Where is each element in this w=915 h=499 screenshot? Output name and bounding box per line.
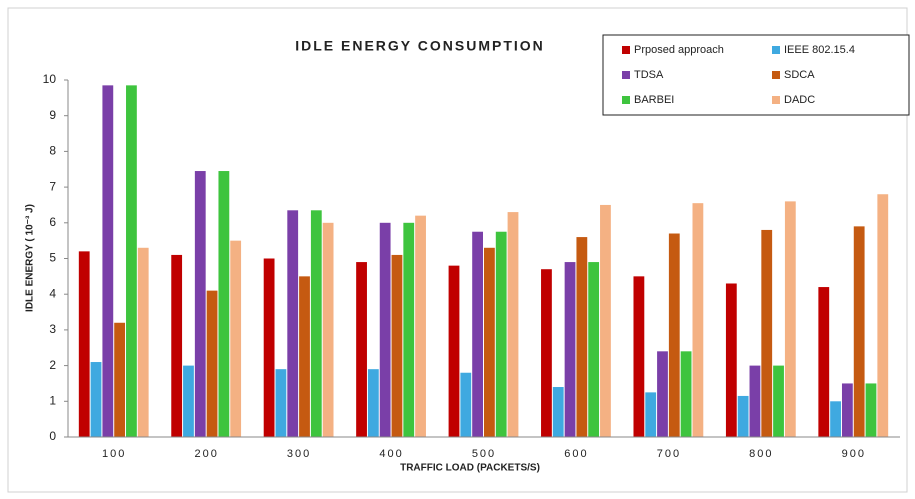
bar: [841, 383, 853, 437]
x-tick-label: 600: [564, 448, 588, 460]
y-tick-label: 3: [49, 322, 56, 336]
legend-swatch: [622, 71, 630, 79]
bar: [310, 210, 322, 437]
bar: [668, 233, 680, 437]
y-tick-label: 9: [49, 108, 56, 122]
y-tick-label: 7: [49, 179, 56, 193]
bar: [78, 251, 90, 437]
x-tick-label: 200: [194, 448, 218, 460]
bar: [564, 262, 576, 437]
x-tick-label: 800: [749, 448, 773, 460]
bar: [737, 395, 749, 437]
legend-label: DADC: [784, 94, 815, 106]
bar: [600, 204, 611, 437]
bar: [90, 362, 102, 437]
legend-swatch: [622, 46, 630, 54]
y-tick-label: 4: [49, 286, 56, 300]
legend-swatch: [772, 96, 780, 104]
bar: [633, 276, 645, 437]
bar: [576, 237, 588, 437]
bar: [415, 215, 426, 437]
bar: [657, 351, 668, 437]
x-axis-title: TRAFFIC LOAD (PACKETS/S): [400, 463, 540, 474]
bar: [171, 254, 183, 437]
bar: [287, 210, 299, 437]
y-tick-label: 6: [49, 215, 56, 229]
bar: [784, 201, 796, 437]
bar: [749, 365, 761, 437]
bar: [588, 262, 600, 437]
bar: [137, 247, 149, 437]
legend-label: TDSA: [634, 69, 664, 81]
y-tick-label: 0: [49, 429, 56, 443]
bar: [391, 254, 403, 437]
legend-swatch: [772, 46, 780, 54]
legend-label: Prposed approach: [634, 44, 724, 56]
bar: [865, 383, 877, 437]
bar: [126, 85, 137, 437]
bar: [830, 401, 841, 437]
legend-swatch: [622, 96, 630, 104]
x-tick-label: 700: [657, 448, 681, 460]
bar: [403, 222, 415, 437]
bar: [299, 276, 310, 437]
bar: [263, 258, 275, 437]
bar: [206, 290, 218, 437]
bar: [194, 171, 206, 437]
x-tick-label: 900: [842, 448, 866, 460]
y-tick-label: 8: [49, 144, 56, 158]
bar: [102, 85, 114, 437]
bar: [448, 265, 460, 437]
y-tick-label: 5: [49, 251, 56, 265]
bar: [761, 229, 773, 437]
y-axis-title: IDLE ENERGY ( 10⁻³ J): [25, 204, 36, 312]
bar: [484, 247, 495, 437]
legend-swatch: [772, 71, 780, 79]
legend-box: [602, 34, 910, 116]
x-tick-label: 300: [287, 448, 311, 460]
y-tick-label: 2: [49, 358, 56, 372]
bar: [460, 372, 472, 437]
bar: [645, 392, 657, 437]
bar: [818, 287, 830, 437]
bar: [356, 262, 367, 437]
x-tick-label: 400: [379, 448, 403, 460]
y-tick-label: 10: [43, 72, 57, 86]
bar: [472, 231, 483, 437]
bar: [114, 322, 126, 437]
legend-label: BARBEI: [634, 94, 674, 106]
bar: [322, 222, 334, 437]
bar: [230, 240, 242, 437]
bar: [680, 351, 692, 437]
bar: [218, 171, 230, 437]
bar: [183, 365, 194, 437]
legend-label: IEEE 802.15.4: [784, 44, 855, 56]
bar: [541, 269, 552, 437]
bar: [367, 369, 379, 437]
legend-label: SDCA: [784, 69, 815, 81]
bar: [773, 365, 784, 437]
bar: [275, 369, 287, 437]
x-tick-label: 100: [102, 448, 126, 460]
bar: [853, 226, 865, 437]
bar: [692, 203, 704, 437]
y-tick-label: 1: [49, 393, 56, 407]
bar: [725, 283, 737, 437]
bar: [495, 231, 507, 437]
bar: [877, 194, 889, 437]
bar: [379, 222, 391, 437]
bar: [507, 212, 519, 437]
x-tick-label: 500: [472, 448, 496, 460]
chart-title: IDLE ENERGY CONSUMPTION: [295, 38, 545, 54]
bar: [552, 387, 564, 437]
